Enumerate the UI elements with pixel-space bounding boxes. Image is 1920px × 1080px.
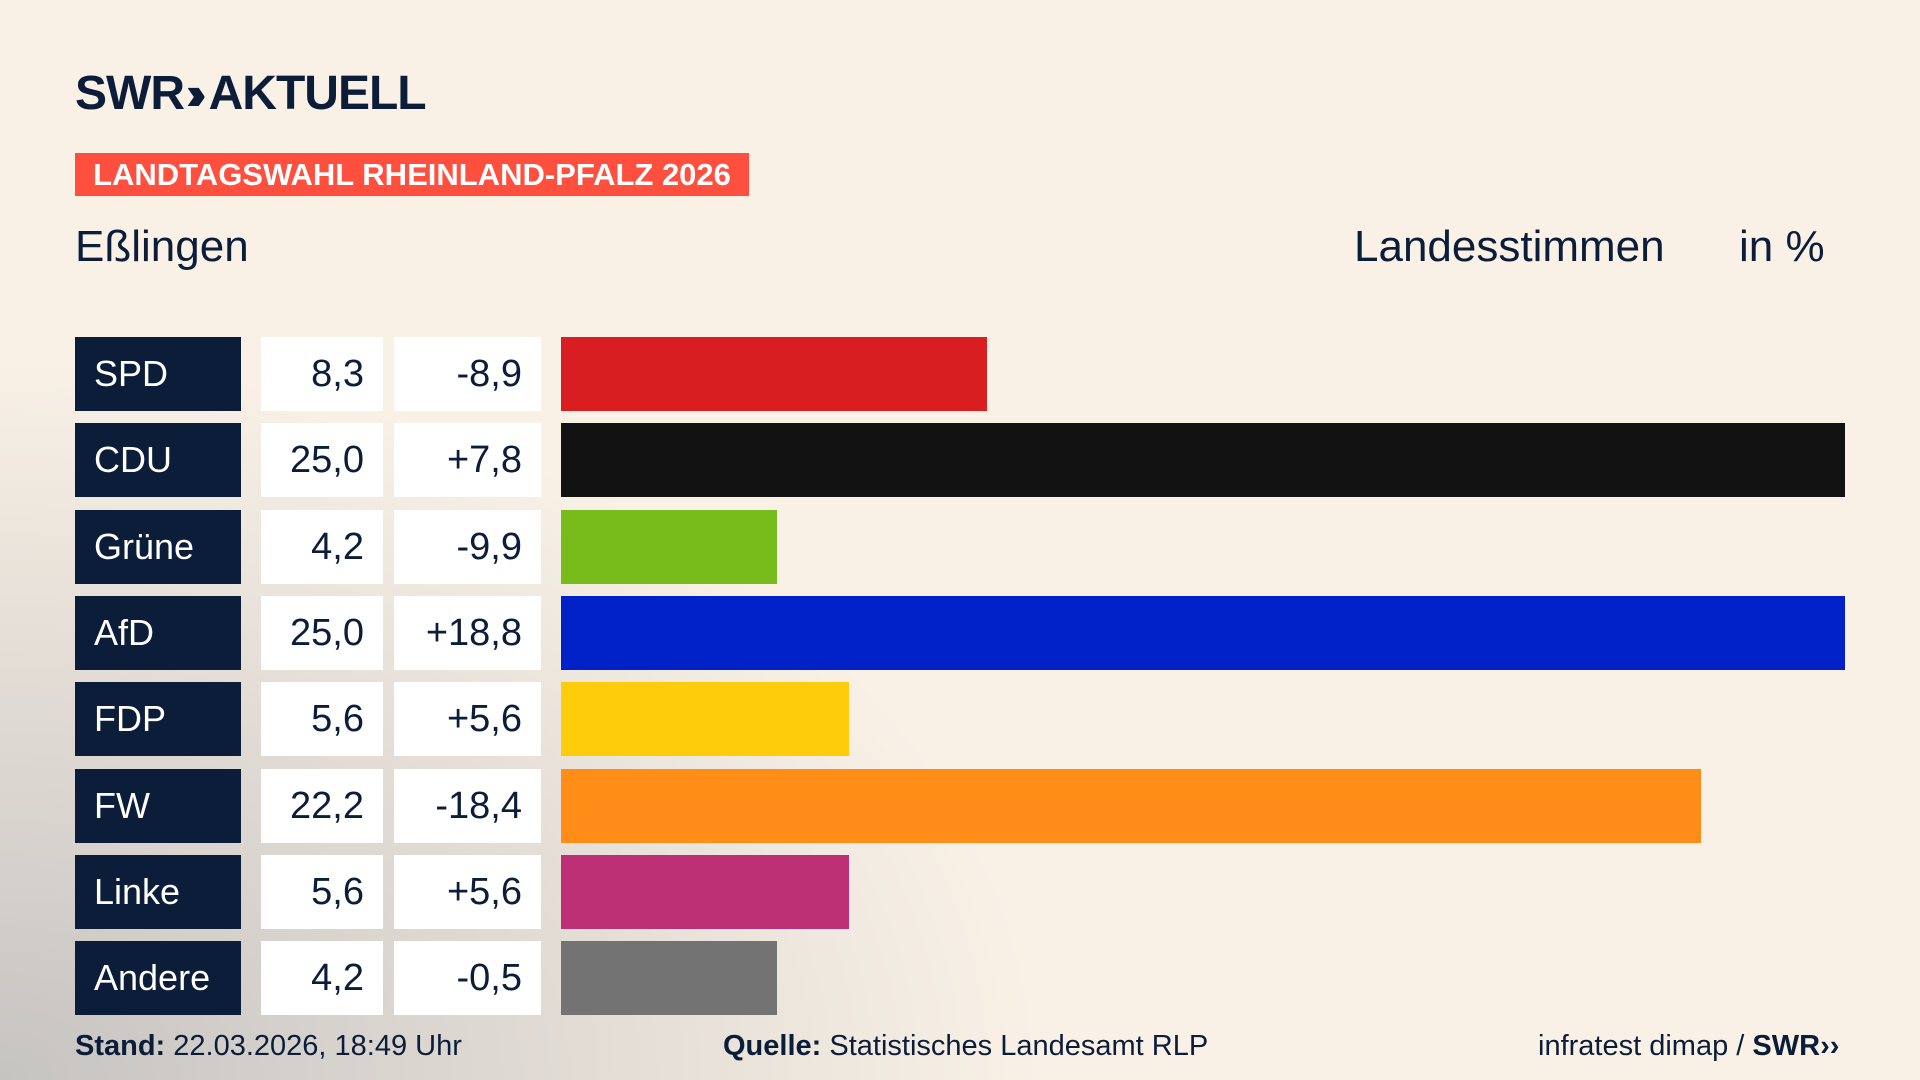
unit-label: in % [1739, 222, 1825, 271]
result-bar [561, 423, 1845, 498]
double-chevron-icon: ›› [185, 67, 206, 119]
source-value: Statistisches Landesamt RLP [829, 1030, 1209, 1062]
vote-share-value: 25,0 [261, 595, 383, 670]
vote-change-value: -18,4 [394, 768, 541, 843]
source: Quelle: Statistisches Landesamt RLP [723, 1030, 1208, 1063]
election-banner: LANDTAGSWAHL RHEINLAND-PFALZ 2026 [75, 153, 749, 196]
result-bar [561, 941, 777, 1016]
result-bar [561, 337, 988, 411]
vote-change-value: +7,8 [394, 423, 541, 498]
stand-value: 22.03.2026, 18:49 Uhr [173, 1030, 462, 1062]
vote-share-value: 25,0 [261, 423, 383, 498]
party-label: Andere [75, 941, 241, 1016]
vote-change-value: -8,9 [394, 337, 541, 411]
party-label: CDU [75, 423, 241, 498]
vote-change-value: -9,9 [394, 509, 541, 584]
vote-share-value: 5,6 [261, 682, 383, 757]
vote-share-value: 22,2 [261, 768, 383, 843]
result-bar [561, 595, 1845, 670]
stand-label: Stand: [75, 1030, 166, 1062]
result-bar [561, 682, 849, 757]
region-title: Eßlingen [75, 222, 249, 271]
swr-small-logo: SWR [1752, 1030, 1821, 1062]
result-bar [561, 509, 777, 584]
party-label: SPD [75, 337, 241, 411]
measure-label: Landesstimmen [1354, 222, 1665, 271]
vote-change-value: -0,5 [394, 941, 541, 1016]
double-chevron-icon: ›› [1820, 1030, 1840, 1062]
vote-change-value: +18,8 [394, 595, 541, 670]
vote-share-value: 4,2 [261, 509, 383, 584]
party-label: FW [75, 768, 241, 843]
swr-aktuell-logo: SWR ›› AKTUELL [75, 67, 427, 120]
credit-text: infratest dimap / [1538, 1030, 1745, 1062]
vote-share-value: 5,6 [261, 854, 383, 929]
vote-share-value: 8,3 [261, 337, 383, 411]
credit: infratest dimap / SWR›› [1538, 1030, 1839, 1063]
party-label: Linke [75, 854, 241, 929]
vote-share-value: 4,2 [261, 941, 383, 1016]
vote-change-value: +5,6 [394, 854, 541, 929]
party-label: AfD [75, 595, 241, 670]
result-bar [561, 854, 849, 929]
timestamp: Stand: 22.03.2026, 18:49 Uhr [75, 1030, 462, 1063]
vote-change-value: +5,6 [394, 682, 541, 757]
result-bar [561, 768, 1702, 843]
source-label: Quelle: [723, 1030, 822, 1062]
logo-suffix: AKTUELL [208, 66, 427, 120]
party-label: Grüne [75, 509, 241, 584]
party-label: FDP [75, 682, 241, 757]
logo-text: SWR [75, 66, 185, 120]
